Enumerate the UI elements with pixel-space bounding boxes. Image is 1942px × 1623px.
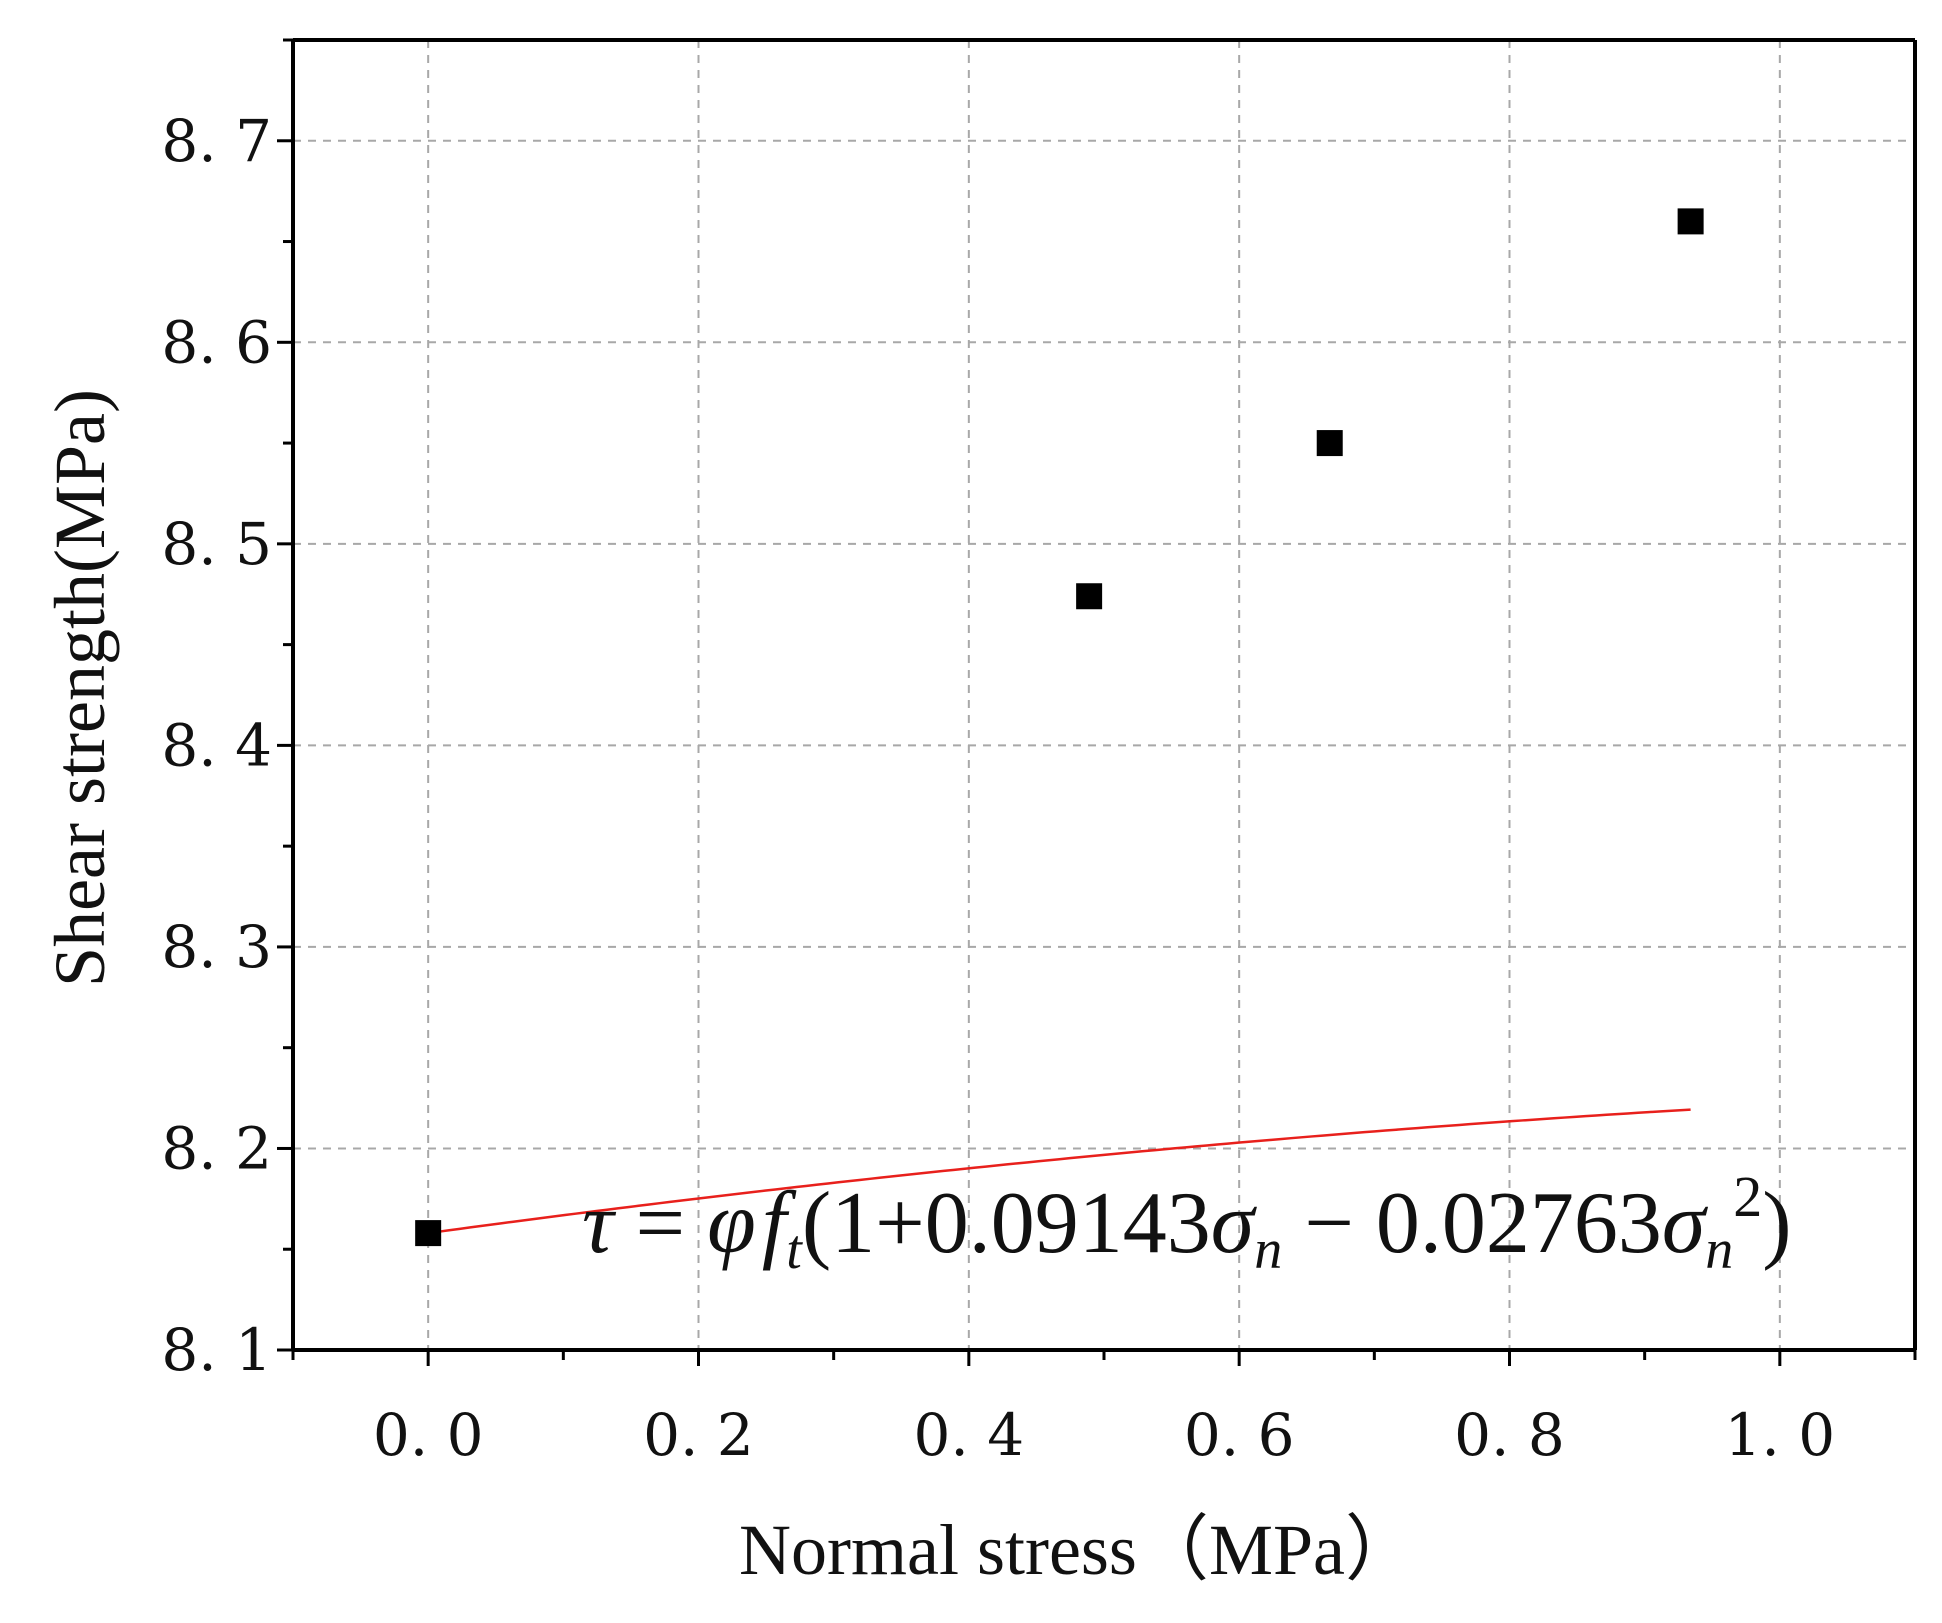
data-point-1 [1076,583,1103,610]
y-tick-label-3: 8. 4 [161,711,272,779]
equation-tau: τ [582,1175,617,1272]
equation-sigma-2: σ [1662,1175,1709,1272]
x-tick-label-4: 0. 8 [1454,1401,1565,1469]
y-tick-label-1: 8. 2 [161,1114,272,1182]
y-tick-label-5: 8. 6 [161,308,272,376]
data-points [415,208,1704,1247]
x-tick-label-0: 0. 0 [373,1401,484,1469]
fit-equation: τ = φft(1+0.09143σn − 0.02763σn2) [582,1164,1792,1281]
x-axis-title: Normal stress（MPa） [739,1510,1417,1590]
axes [277,38,1917,1366]
data-point-2 [1316,430,1343,457]
x-tick-label-2: 0. 4 [913,1401,1024,1469]
x-tick-label-1: 0. 2 [643,1401,754,1469]
y-tick-label-0: 8. 1 [161,1316,272,1384]
y-tick-label-4: 8. 5 [161,510,272,578]
grid-lines [293,40,1915,1350]
equation-sigma-2-superscript: 2 [1733,1164,1762,1229]
fit-curve [428,1108,1691,1235]
data-point-0 [415,1220,442,1247]
equation-sigma-2-subscript: n [1705,1219,1733,1281]
equation-sigma-1-subscript: n [1254,1219,1282,1281]
data-point-3 [1677,208,1704,235]
y-tick-labels: 8. 1 8. 2 8. 3 8. 4 8. 5 8. 6 8. 7 [161,107,272,1384]
equation-sigma-1: σ [1211,1175,1258,1272]
y-axis-title: Shear strength(MPa) [40,389,120,987]
equation-equals: = [614,1175,708,1272]
x-tick-labels: 0. 0 0. 2 0. 4 0. 6 0. 8 1. 0 [373,1401,1835,1469]
equation-minus-term: − 0.02763 [1282,1175,1662,1272]
y-tick-label-2: 8. 3 [161,913,272,981]
y-tick-label-6: 8. 7 [161,107,272,175]
equation-close: ) [1762,1175,1791,1272]
equation-f-subscript: t [786,1219,803,1281]
equation-middle: (1+0.09143 [802,1175,1211,1272]
x-tick-label-3: 0. 6 [1184,1401,1295,1469]
x-tick-label-5: 1. 0 [1724,1401,1835,1469]
fit-curve-layer [428,1108,1691,1235]
equation-phi: φ [707,1175,756,1272]
